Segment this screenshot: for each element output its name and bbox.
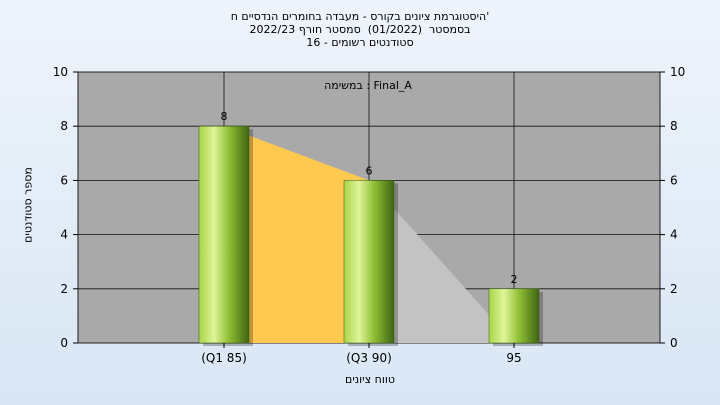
y-tick-label-right: 10 (670, 65, 685, 79)
distribution-areas (224, 126, 514, 343)
y-tick-label-right: 6 (670, 173, 678, 187)
chart-title-line-1: היסטוגרמת ציונים בקורס - מעבדה בחומרים ה… (230, 10, 490, 23)
y-axis-label: מספר סטודנטים (21, 167, 35, 243)
chart-title-line-3: סטודנטים רשומים - 16 (306, 36, 414, 49)
y-tick-label-left: 4 (60, 228, 68, 242)
y-tick-label-right: 0 (670, 336, 678, 350)
data-label: 6 (366, 164, 373, 177)
y-tick-label-left: 0 (60, 336, 68, 350)
area-q1-q3 (224, 126, 369, 343)
x-tick-label: (Q1 85) (201, 351, 247, 365)
chart-title: היסטוגרמת ציונים בקורס - מעבדה בחומרים ה… (0, 10, 720, 49)
area-q3-95 (369, 180, 514, 343)
data-labels: 8 6 2 (221, 110, 518, 286)
x-tick-label: (Q3 90) (346, 351, 392, 365)
bars (198, 125, 543, 346)
x-axis-label: טווח ציונים (345, 373, 395, 386)
x-tick-label: 95 (506, 351, 521, 365)
annotation: במשימה : Final_A (324, 79, 412, 92)
y-tick-label-right: 8 (670, 119, 678, 133)
data-label: 8 (221, 110, 228, 123)
axes: 0 0 2 2 4 4 6 6 8 8 10 10 (Q1 85) (Q3 90) 95 (53, 65, 686, 365)
data-label: 2 (511, 273, 518, 286)
bar[interactable] (198, 125, 250, 344)
bar[interactable] (343, 180, 395, 344)
y-tick-label-left: 6 (60, 173, 68, 187)
y-tick-label-left: 2 (60, 282, 68, 296)
y-tick-label-left: 8 (60, 119, 68, 133)
y-tick-label-left: 10 (53, 65, 68, 79)
chart-title-line-2: בסמסטר (01/2022) סמסטר חורף 2022/23 (249, 23, 471, 36)
y-tick-label-right: 2 (670, 282, 678, 296)
bar[interactable] (488, 288, 540, 344)
y-tick-label-right: 4 (670, 228, 678, 242)
